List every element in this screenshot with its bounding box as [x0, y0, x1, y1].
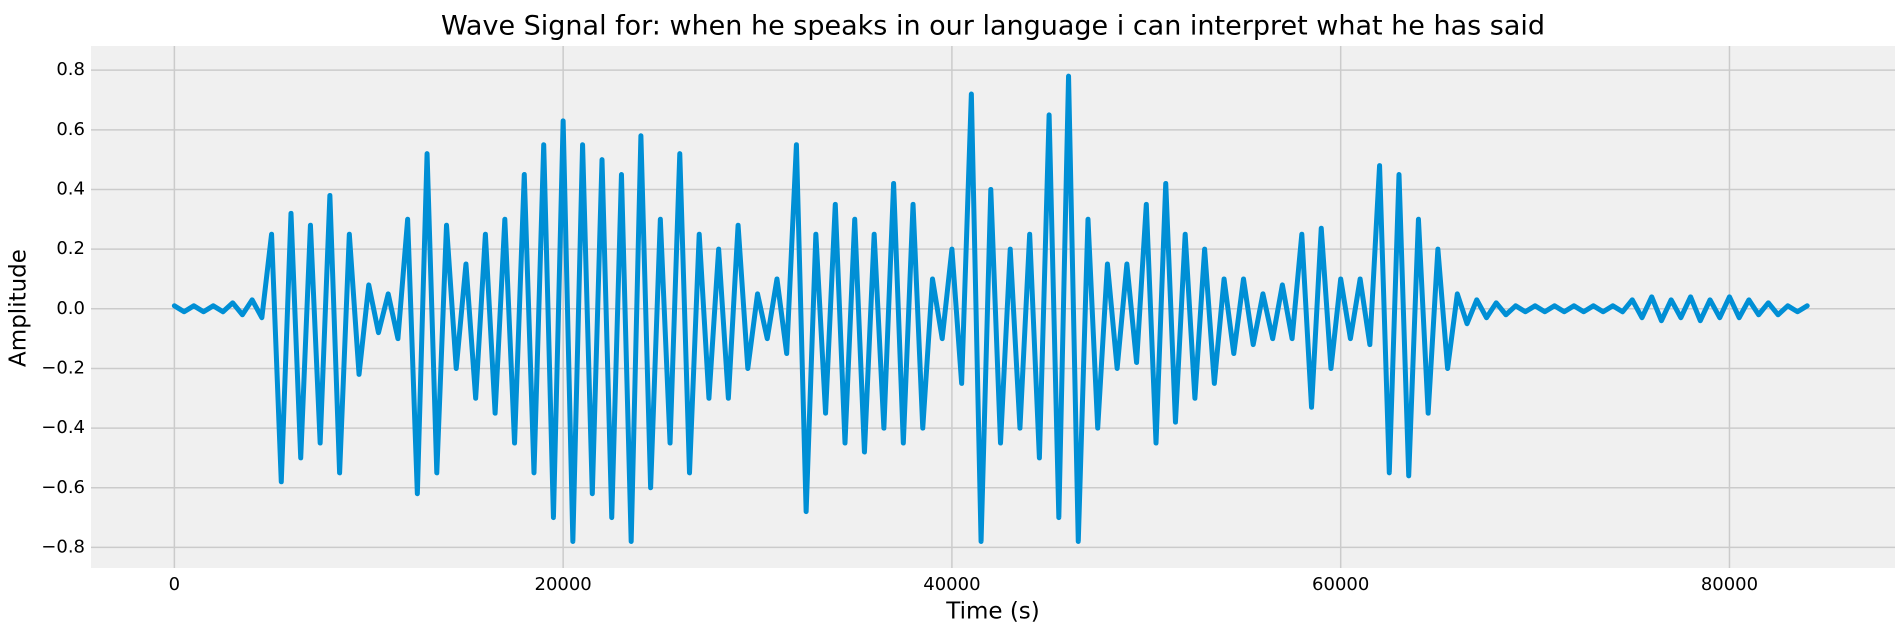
y-tick-label: 0.8 [56, 59, 85, 80]
y-tick-label: −0.6 [41, 477, 85, 498]
x-tick-label: 40000 [923, 574, 980, 595]
y-tick-label: 0.6 [56, 119, 85, 140]
y-tick-label: −0.2 [41, 357, 85, 378]
y-tick-label: 0.4 [56, 178, 85, 199]
marks [171, 73, 1810, 544]
x-tick-label: 80000 [1701, 574, 1758, 595]
y-axis-label: Amplitude [6, 249, 32, 367]
x-axis-label: Time (s) [945, 599, 1040, 625]
waveform-line [171, 73, 1810, 544]
x-tick-label: 20000 [535, 574, 592, 595]
y-tick-label: −0.4 [41, 417, 85, 438]
chart-title: Wave Signal for: when he speaks in our l… [441, 11, 1545, 42]
x-tick-label: 60000 [1312, 574, 1369, 595]
x-tick-label: 0 [169, 574, 180, 595]
y-tick-label: 0.2 [56, 238, 85, 259]
y-tick-label: −0.8 [41, 536, 85, 557]
y-tick-label: 0.0 [56, 298, 85, 319]
